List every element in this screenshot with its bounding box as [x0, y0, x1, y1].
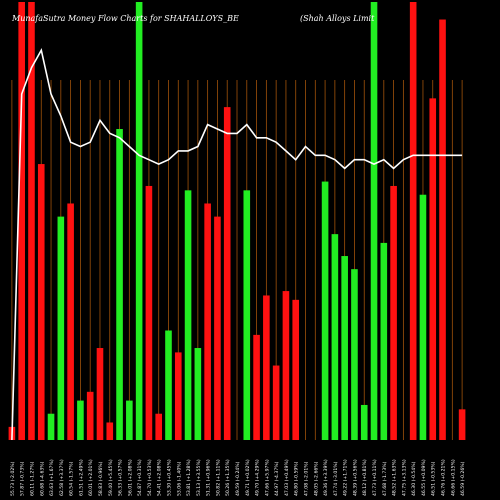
- bar: [155, 413, 163, 440]
- x-tick-label: 46.30 (-0.54%): [411, 461, 417, 496]
- bar: [135, 2, 143, 440]
- bar: [106, 422, 114, 440]
- x-tick-label: 53.30 (+0.45%): [166, 459, 172, 496]
- x-tick-label: 47.75 (+3.13%): [401, 459, 407, 496]
- x-tick-label: 60.54 (-1.57%): [69, 461, 75, 496]
- money-flow-line-series: [11, 47, 463, 441]
- x-tick-label: 49.70 (+4.29%): [255, 459, 261, 496]
- x-tick-label: 47.73 (+0.11%): [372, 459, 378, 496]
- x-tick-label: 48.52 (+1.63%): [392, 459, 398, 496]
- bar: [57, 216, 65, 440]
- x-tick-label: 47.08 (-2.01%): [304, 461, 310, 496]
- bar: [331, 234, 339, 440]
- bar: [194, 348, 202, 440]
- bar: [282, 291, 290, 440]
- chart-subtitle: (Shah Alloys Limit: [300, 14, 375, 23]
- bar: [409, 2, 417, 440]
- x-tick-label: 47.03 (+0.49%): [284, 459, 290, 496]
- bar: [263, 295, 270, 440]
- x-tick-label: 48.39 (+0.56%): [352, 459, 358, 496]
- x-tick-label: 49.36 (+3.39%): [323, 459, 329, 496]
- bar: [184, 190, 192, 440]
- bar: [67, 203, 74, 440]
- bar: [116, 129, 123, 440]
- bar: [145, 185, 153, 440]
- x-tick-label: 61.51 (+2.49%): [78, 459, 84, 496]
- bar: [370, 2, 378, 440]
- x-tick-label: 53.13 (+3.55%): [196, 459, 202, 496]
- bar: [214, 216, 221, 440]
- x-tick-label: 63.63 (+1.67%): [49, 459, 55, 496]
- x-tick-label: 53.06 (-1.40%): [176, 461, 182, 496]
- bar: [165, 330, 172, 440]
- chart-title: MunafaSutra Money Flow Charts for SHAHAL…: [12, 14, 239, 23]
- bar: [28, 2, 35, 440]
- x-tick-label: 46.76 (+0.21%): [441, 459, 447, 496]
- bar: [380, 242, 388, 440]
- bar: [204, 203, 211, 440]
- bar: [272, 365, 280, 440]
- x-tick-label: 60.11 (-1.27%): [29, 461, 35, 496]
- bar: [86, 391, 94, 440]
- x-tick-label: 54.70 (+0.53%): [147, 459, 153, 496]
- bar: [351, 269, 358, 440]
- x-tick-label: 46.80 (-0.59%): [294, 461, 300, 496]
- x-tick-label: 60.68 (-4.63%): [39, 461, 45, 496]
- x-tick-label: 47.74 (-3.01%): [333, 461, 339, 496]
- bar: [341, 256, 348, 440]
- x-tick-label: 48.12 (+0.81%): [362, 459, 368, 496]
- bar: [243, 190, 251, 440]
- x-tick-label: 53.81 (+1.28%): [186, 459, 192, 496]
- x-tick-label: 60.01 (+2.01%): [88, 459, 94, 496]
- bar: [77, 400, 84, 440]
- x-tick-label: 50.82 (+1.11%): [215, 459, 221, 496]
- bar: [47, 413, 55, 440]
- bar: [126, 400, 133, 440]
- x-tick-labels: 55.73 (-2.02%) 57.87 (-0.73%) 60.11 (-1.27…: [10, 459, 466, 496]
- bar: [223, 107, 231, 441]
- money-flow-line: [11, 47, 463, 441]
- bar: [458, 409, 466, 440]
- bar-series: [8, 2, 466, 441]
- x-tick-label: 54.41 (+2.08%): [157, 459, 163, 496]
- bar: [439, 19, 446, 441]
- chart-title-row: MunafaSutra Money Flow Charts for SHAHAL…: [0, 14, 500, 28]
- x-tick-label: 57.87 (-0.73%): [20, 461, 26, 496]
- bar: [419, 194, 427, 440]
- x-tick-label: 54.87 (+0.31%): [137, 459, 143, 496]
- x-tick-label: 49.71 (+0.02%): [245, 459, 251, 496]
- x-tick-label: 59.40 (+5.45%): [108, 459, 114, 496]
- x-tick-label: 47.68 (-1.73%): [382, 461, 388, 496]
- x-tick-label: 44.97 (-4.37%): [274, 461, 280, 496]
- x-tick-label: 56.01 (+2.08%): [127, 459, 133, 496]
- bar: [96, 348, 104, 440]
- x-tick-label: 51.31 (+0.96%): [206, 459, 212, 496]
- x-tick-label: 55.73 (-2.02%): [10, 461, 16, 496]
- x-tick-label: 46.59 (-0.26%): [460, 461, 466, 496]
- bar: [18, 2, 25, 440]
- x-tick-label: 48.05 (-2.66%): [313, 461, 319, 496]
- x-tick-label: 50.26 (+1.35%): [225, 459, 231, 496]
- bar: [429, 98, 437, 441]
- bar: [174, 352, 182, 440]
- bar: [292, 299, 300, 440]
- bar: [360, 404, 368, 440]
- bar: [321, 181, 329, 440]
- x-tick-label: 49.22 (+1.71%): [343, 459, 349, 496]
- x-tick-label: 46.51 (-0.53%): [431, 461, 437, 496]
- x-tick-label: 46.55 (+0.09%): [421, 459, 427, 496]
- bar: [253, 334, 260, 440]
- x-tick-label: 47.66 (+5.97%): [264, 459, 270, 496]
- x-tick-label: 56.33 (+0.57%): [118, 459, 124, 496]
- x-tick-label: 58.83 (-0.96%): [98, 461, 104, 496]
- x-tick-label: 62.58 (+3.37%): [59, 459, 65, 496]
- bar: [37, 164, 45, 440]
- x-tick-label: 49.59 (-0.24%): [235, 461, 241, 496]
- bar: [390, 185, 397, 440]
- x-tick-label: 46.66 (+0.15%): [450, 459, 456, 496]
